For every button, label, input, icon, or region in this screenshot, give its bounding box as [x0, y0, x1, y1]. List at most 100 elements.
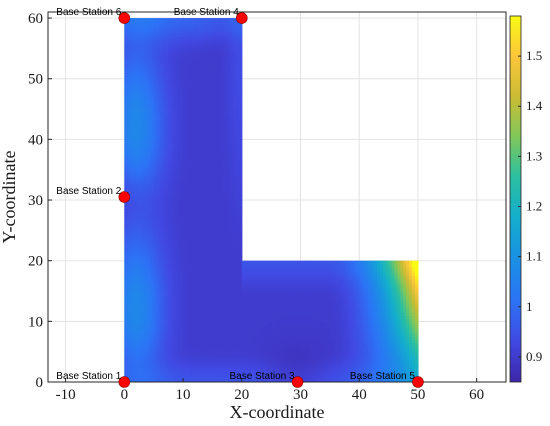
heatmap-cell: [188, 236, 193, 241]
heatmap-cell: [227, 87, 231, 92]
heatmap-cell: [238, 378, 243, 382]
heatmap-cell: [127, 106, 131, 110]
heatmap-cell: [230, 324, 234, 329]
heatmap-cell: [194, 315, 199, 319]
heatmap-cell: [162, 212, 167, 216]
heatmap-cell: [147, 248, 152, 253]
heatmap-cell: [197, 200, 202, 204]
heatmap-cell: [180, 121, 184, 125]
heatmap-cell: [194, 24, 199, 28]
heatmap-cell: [238, 160, 243, 165]
heatmap-cell: [124, 312, 128, 316]
heatmap-cell: [150, 54, 155, 59]
heatmap-cell: [124, 294, 128, 298]
heatmap-cell: [218, 375, 222, 380]
heatmap-cell: [144, 348, 149, 353]
heatmap-cell: [136, 93, 140, 98]
heatmap-cell: [197, 284, 202, 289]
heatmap-cell: [162, 184, 167, 189]
heatmap-cell: [168, 121, 172, 125]
heatmap-cell: [139, 203, 143, 207]
heatmap-cell: [141, 263, 146, 268]
heatmap-cell: [130, 369, 134, 374]
heatmap-cell: [124, 75, 128, 80]
heatmap-cell: [156, 281, 161, 286]
heatmap-cell: [212, 318, 216, 322]
heatmap-cell: [165, 318, 169, 322]
heatmap-cell: [247, 281, 252, 286]
heatmap-cell: [215, 81, 219, 86]
heatmap-cell: [147, 300, 152, 304]
heatmap-cell: [188, 115, 193, 119]
heatmap-cell: [144, 118, 149, 122]
heatmap-cell: [206, 69, 211, 74]
heatmap-cell: [218, 318, 222, 322]
heatmap-cell: [136, 224, 140, 228]
heatmap-cell: [168, 115, 172, 119]
heatmap-cell: [159, 294, 164, 298]
heatmap-cell: [159, 45, 164, 49]
heatmap-cell: [215, 72, 219, 77]
heatmap-cell: [206, 178, 211, 183]
heatmap-cell: [194, 309, 199, 313]
heatmap-cell: [191, 148, 196, 153]
heatmap-cell: [174, 178, 178, 183]
heatmap-cell: [238, 93, 243, 98]
heatmap-cell: [165, 21, 169, 25]
heatmap-cell: [209, 145, 214, 150]
heatmap-cell: [168, 190, 172, 195]
heatmap-cell: [147, 369, 152, 374]
heatmap-cell: [188, 287, 193, 292]
heatmap-cell: [139, 157, 143, 162]
heatmap-cell: [177, 294, 181, 298]
heatmap-cell: [227, 127, 231, 131]
heatmap-cell: [247, 303, 252, 307]
heatmap-cell: [185, 342, 190, 347]
heatmap-cell: [221, 18, 225, 22]
heatmap-cell: [180, 178, 184, 183]
heatmap-cell: [153, 169, 158, 174]
heatmap-cell: [218, 284, 222, 289]
heatmap-cell: [165, 260, 169, 265]
heatmap-cell: [180, 184, 184, 189]
heatmap-cell: [168, 269, 172, 274]
heatmap-cell: [153, 360, 158, 365]
heatmap-cell: [215, 21, 219, 25]
heatmap-cell: [168, 284, 172, 289]
heatmap-cell: [162, 84, 167, 89]
heatmap-cell: [215, 187, 219, 192]
heatmap-cell: [232, 54, 237, 59]
heatmap-cell: [200, 54, 205, 59]
heatmap-cell: [224, 287, 228, 292]
heatmap-cell: [171, 45, 175, 49]
heatmap-cell: [156, 148, 161, 153]
heatmap-cell: [165, 96, 169, 101]
heatmap-cell: [150, 78, 155, 83]
heatmap-cell: [136, 287, 140, 292]
heatmap-cell: [174, 24, 178, 28]
heatmap-cell: [165, 133, 169, 137]
heatmap-cell: [174, 39, 178, 43]
heatmap-cell: [136, 294, 140, 298]
heatmap-cell: [212, 224, 216, 228]
heatmap-cell: [180, 312, 184, 316]
heatmap-cell: [162, 24, 167, 28]
heatmap-cell: [183, 251, 187, 256]
heatmap-cell: [139, 342, 143, 347]
heatmap-cell: [136, 303, 140, 307]
heatmap-cell: [197, 209, 202, 213]
heatmap-cell: [177, 63, 181, 68]
heatmap-cell: [200, 203, 205, 207]
heatmap-cell: [203, 287, 208, 292]
heatmap-cell: [174, 127, 178, 131]
heatmap-cell: [230, 112, 234, 116]
heatmap-cell: [215, 157, 219, 162]
heatmap-cell: [171, 33, 175, 37]
heatmap-cell: [180, 227, 184, 231]
heatmap-cell: [230, 45, 234, 49]
heatmap-cell: [200, 318, 205, 322]
heatmap-cell: [156, 239, 161, 244]
heatmap-cell: [180, 163, 184, 168]
heatmap-cell: [218, 96, 222, 101]
heatmap-cell: [168, 339, 172, 344]
